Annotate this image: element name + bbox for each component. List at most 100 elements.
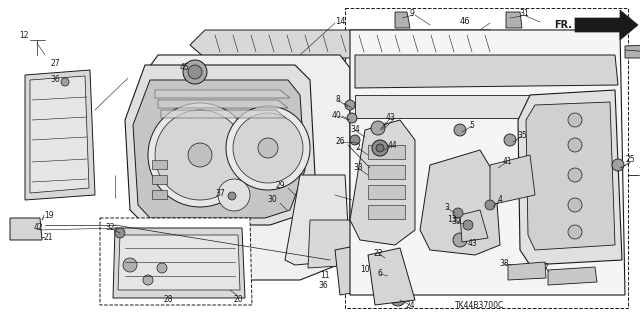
Circle shape xyxy=(485,200,495,210)
Text: 4: 4 xyxy=(497,196,502,204)
Circle shape xyxy=(350,135,360,145)
Circle shape xyxy=(453,208,463,218)
Polygon shape xyxy=(355,95,600,118)
Text: 32: 32 xyxy=(105,224,115,233)
Text: 36: 36 xyxy=(318,280,328,290)
Polygon shape xyxy=(575,10,638,40)
Text: 28: 28 xyxy=(163,295,173,305)
Circle shape xyxy=(376,144,384,152)
Polygon shape xyxy=(125,65,315,225)
Text: FR.: FR. xyxy=(554,20,572,30)
Polygon shape xyxy=(155,90,290,98)
Text: 36: 36 xyxy=(50,76,60,85)
Circle shape xyxy=(454,124,466,136)
Text: 8: 8 xyxy=(335,95,340,105)
Polygon shape xyxy=(285,175,350,265)
Circle shape xyxy=(188,143,212,167)
Polygon shape xyxy=(368,165,405,179)
Polygon shape xyxy=(518,90,622,265)
Polygon shape xyxy=(368,248,415,305)
Text: 42: 42 xyxy=(33,224,43,233)
Polygon shape xyxy=(368,145,405,159)
Circle shape xyxy=(345,100,355,110)
Circle shape xyxy=(115,228,125,238)
Text: 43: 43 xyxy=(385,114,395,122)
Polygon shape xyxy=(625,44,640,58)
Text: 7: 7 xyxy=(543,263,548,272)
Polygon shape xyxy=(355,55,618,88)
Circle shape xyxy=(612,159,624,171)
Circle shape xyxy=(453,233,467,247)
Circle shape xyxy=(568,168,582,182)
Polygon shape xyxy=(113,228,245,298)
Text: 29: 29 xyxy=(275,181,285,189)
Polygon shape xyxy=(420,150,500,255)
Polygon shape xyxy=(548,267,597,285)
Polygon shape xyxy=(395,12,410,28)
Text: 21: 21 xyxy=(44,234,54,242)
Polygon shape xyxy=(158,100,288,108)
Circle shape xyxy=(371,121,385,135)
Circle shape xyxy=(218,179,250,211)
Polygon shape xyxy=(460,210,488,242)
Polygon shape xyxy=(152,175,167,184)
Text: 22: 22 xyxy=(373,249,383,257)
Circle shape xyxy=(233,113,303,183)
Text: 19: 19 xyxy=(44,211,54,219)
Circle shape xyxy=(143,275,153,285)
Text: 39: 39 xyxy=(451,218,461,226)
Text: 41: 41 xyxy=(502,158,512,167)
Text: 33: 33 xyxy=(353,164,363,173)
Polygon shape xyxy=(368,185,405,199)
Text: 38: 38 xyxy=(499,259,509,269)
Text: 26: 26 xyxy=(335,137,345,146)
Polygon shape xyxy=(133,80,305,218)
Circle shape xyxy=(123,258,137,272)
Circle shape xyxy=(463,220,473,230)
Polygon shape xyxy=(506,12,522,28)
Circle shape xyxy=(347,113,357,123)
Polygon shape xyxy=(118,235,240,290)
Polygon shape xyxy=(508,262,546,280)
Circle shape xyxy=(504,134,516,146)
Text: 25: 25 xyxy=(625,155,635,165)
Circle shape xyxy=(155,110,245,200)
Polygon shape xyxy=(490,155,535,205)
Text: 2: 2 xyxy=(356,144,360,152)
Circle shape xyxy=(568,198,582,212)
Polygon shape xyxy=(190,30,510,58)
Circle shape xyxy=(188,65,202,79)
Polygon shape xyxy=(368,205,405,219)
Polygon shape xyxy=(30,76,89,193)
Text: 11: 11 xyxy=(320,271,330,279)
Polygon shape xyxy=(350,30,625,295)
Text: 46: 46 xyxy=(460,18,470,26)
Polygon shape xyxy=(152,190,167,199)
Text: TK44B3700C: TK44B3700C xyxy=(456,300,504,309)
Polygon shape xyxy=(308,220,355,268)
Text: 24: 24 xyxy=(405,300,415,309)
Text: 30: 30 xyxy=(267,196,277,204)
Circle shape xyxy=(228,192,236,200)
Circle shape xyxy=(390,290,406,306)
Polygon shape xyxy=(152,160,167,169)
Text: 43: 43 xyxy=(467,240,477,249)
Polygon shape xyxy=(140,55,350,280)
Text: 37: 37 xyxy=(215,189,225,198)
Circle shape xyxy=(568,225,582,239)
Text: 1: 1 xyxy=(638,167,640,176)
Text: 20: 20 xyxy=(233,295,243,305)
Circle shape xyxy=(568,138,582,152)
Text: 44: 44 xyxy=(388,140,398,150)
Text: 45: 45 xyxy=(180,63,190,72)
Text: 12: 12 xyxy=(19,32,29,41)
Text: 10: 10 xyxy=(360,265,370,275)
Text: 27: 27 xyxy=(50,58,60,68)
Polygon shape xyxy=(100,218,252,305)
Text: 34: 34 xyxy=(350,125,360,135)
Polygon shape xyxy=(526,102,615,250)
Text: 14: 14 xyxy=(335,18,345,26)
Text: 3: 3 xyxy=(445,204,449,212)
Text: 6: 6 xyxy=(378,270,383,278)
Text: 9: 9 xyxy=(410,10,415,19)
